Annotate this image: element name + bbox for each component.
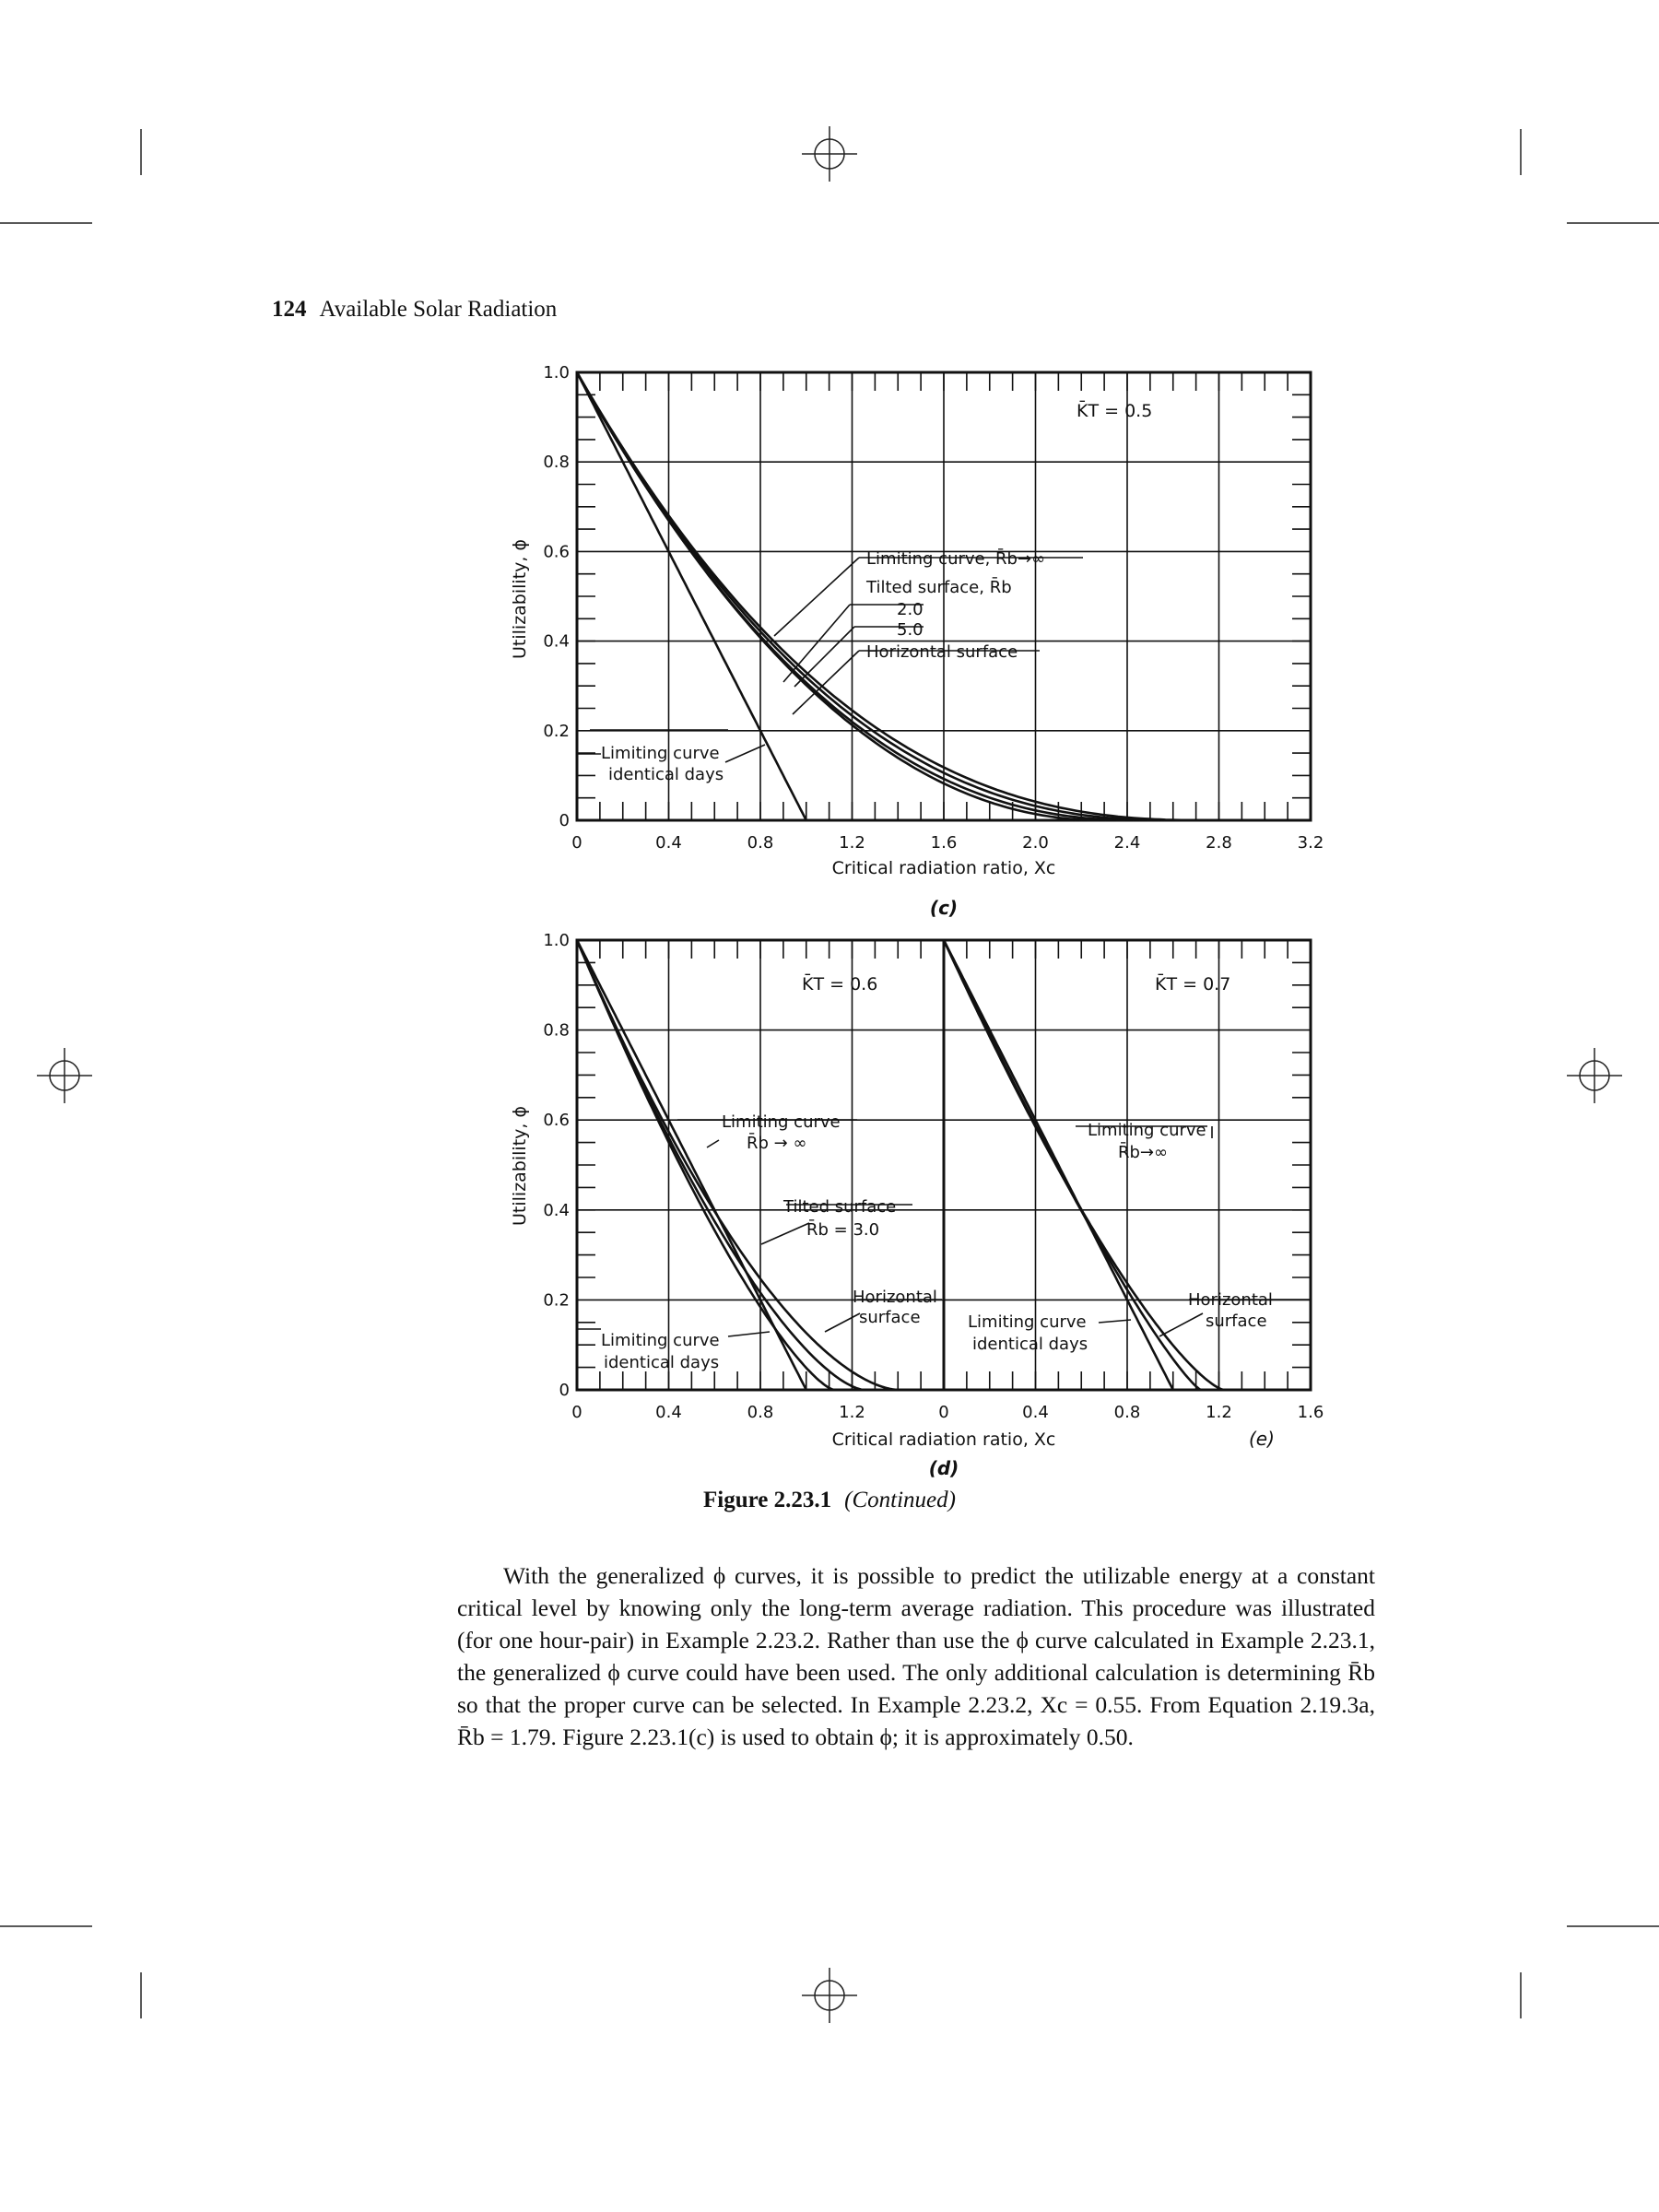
panel-d-y-tick-label: 1.0 xyxy=(543,931,570,950)
panel-c-identical-days-curve xyxy=(575,371,807,821)
panel-d-y-ticks: 0 0.2 0.4 0.6 0.8 1.0 xyxy=(543,931,570,1400)
panel-d-tilted-curve xyxy=(575,939,865,1392)
panel-d-horizontal-label-1: Horizontal xyxy=(853,1288,937,1307)
panel-d-y-tick-label: 0.8 xyxy=(543,1021,570,1041)
body-paragraph: With the generalized ϕ curves, it is pos… xyxy=(457,1562,1375,1750)
panel-e-limiting-label-2: R̄b→∞ xyxy=(1118,1142,1168,1162)
panel-d-horizontal-label-2: surface xyxy=(859,1308,921,1327)
panel-c-x-tick-label: 3.2 xyxy=(1298,833,1324,853)
panel-c-x-tick-label: 0.4 xyxy=(655,833,682,853)
panel-d-y-tick-label: 0.6 xyxy=(543,1111,570,1130)
panel-d-e: 0 0.4 0.8 1.2 0 0.4 0.8 1.2 1.6 0 0.2 0.4 0.6 0.8 1.… xyxy=(510,931,1324,1479)
panel-e-limiting-label-1: Limiting curve xyxy=(1088,1121,1206,1140)
panel-c-x-tick-label: 2.4 xyxy=(1114,833,1141,853)
panel-d-identical-label-2: identical days xyxy=(604,1353,719,1372)
panel-c-x-tick-label: 0.8 xyxy=(747,833,774,853)
panel-c-label: (c) xyxy=(930,897,958,919)
panel-d-tilted-label-1: Tilted surface xyxy=(782,1197,896,1217)
panel-e-x-tick-label: 0.4 xyxy=(1022,1403,1049,1422)
panel-d-horizontal-curve xyxy=(575,939,899,1392)
panel-e-identical-label-1: Limiting curve xyxy=(968,1312,1087,1332)
page-number: 124 xyxy=(272,297,307,322)
panel-c-curves xyxy=(575,371,1208,822)
panel-d-y-tick-label: 0 xyxy=(559,1381,570,1400)
panel-e-x-tick-label: 0.8 xyxy=(1114,1403,1141,1422)
panel-e-x-tick-label: 1.6 xyxy=(1298,1403,1324,1422)
panel-d-kt-label: K̄T = 0.6 xyxy=(802,972,877,994)
panel-e-identical-label-2: identical days xyxy=(972,1335,1088,1354)
running-title: Available Solar Radiation xyxy=(319,297,558,322)
panel-c-y-tick-label: 0 xyxy=(559,811,570,830)
panel-c-rb5-curve xyxy=(575,371,1139,822)
panel-c-y-ticks: 0 0.2 0.4 0.6 0.8 1.0 xyxy=(543,363,570,830)
panel-e-grid xyxy=(944,940,1311,1390)
panel-e-kt-label: K̄T = 0.7 xyxy=(1155,972,1230,994)
panel-d-x-ticks: 0 0.4 0.8 1.2 xyxy=(571,1403,865,1422)
panel-e-identical-days-curve xyxy=(942,939,1174,1391)
panel-c-identical-label-2: identical days xyxy=(608,765,724,784)
panel-d-x-tick-label: 0.4 xyxy=(655,1403,682,1422)
panel-c-rb2-label: 2.0 xyxy=(897,600,924,619)
panel-d-ylabel: Utilizability, ϕ xyxy=(510,1106,530,1226)
panel-d-limiting-label-2: R̄b → ∞ xyxy=(747,1133,806,1153)
panel-c-y-tick-label: 1.0 xyxy=(543,363,570,382)
panel-c: 0 0.4 0.8 1.2 1.6 2.0 2.4 2.8 3.2 0 0.2 0.4 0.6 0.8 1… xyxy=(510,363,1324,919)
panel-d-y-tick-label: 0.4 xyxy=(543,1201,570,1220)
figure-number: Figure 2.23.1 xyxy=(703,1488,832,1512)
panel-c-tilted-label: Tilted surface, R̄b xyxy=(865,577,1012,597)
panel-d-xlabel: Critical radiation ratio, Xc xyxy=(832,1430,1056,1450)
registration-target-icon xyxy=(37,126,1622,2023)
panel-e-x-ticks: 0 0.4 0.8 1.2 1.6 xyxy=(938,1403,1324,1422)
panel-d-tilted-label-2: R̄b = 3.0 xyxy=(806,1219,879,1240)
panel-c-xlabel: Critical radiation ratio, Xc xyxy=(832,858,1056,878)
panel-c-x-tick-label: 1.2 xyxy=(839,833,865,853)
panel-c-y-tick-label: 0.2 xyxy=(543,722,570,741)
panel-c-horizontal-curve xyxy=(575,371,1208,822)
panel-c-horizontal-label: Horizontal surface xyxy=(866,642,1018,662)
panel-d-x-tick-label: 1.2 xyxy=(839,1403,865,1422)
panel-c-y-tick-label: 0.6 xyxy=(543,542,570,561)
running-header: 124 Available Solar Radiation xyxy=(272,297,557,323)
panel-d-x-tick-label: 0.8 xyxy=(747,1403,774,1422)
panel-c-limiting-inf-label: Limiting curve, R̄b→∞ xyxy=(866,548,1045,569)
panel-c-x-tick-label: 2.8 xyxy=(1206,833,1232,853)
panel-e-curves xyxy=(942,939,1224,1392)
panel-c-x-tick-label: 0 xyxy=(571,833,582,853)
panel-c-grid xyxy=(577,372,1311,820)
panel-c-rb2-curve xyxy=(575,371,1173,822)
panel-e-horizontal-label-1: Horizontal xyxy=(1188,1290,1273,1310)
figure-caption: Figure 2.23.1 (Continued) xyxy=(0,1488,1659,1513)
panel-c-identical-label-1: Limiting curve xyxy=(601,744,720,763)
panel-e-x-tick-label: 0 xyxy=(938,1403,948,1422)
panel-c-x-tick-label: 2.0 xyxy=(1022,833,1049,853)
panel-d-identical-label-1: Limiting curve xyxy=(601,1331,720,1350)
panel-e-horizontal-curve xyxy=(942,939,1224,1392)
panel-e-label: (e) xyxy=(1249,1428,1275,1450)
panel-d-label: (d) xyxy=(929,1457,959,1479)
panel-c-x-tick-label: 1.6 xyxy=(931,833,958,853)
panel-c-rb5-label: 5.0 xyxy=(897,620,924,640)
panel-e-horizontal-label-2: surface xyxy=(1206,1312,1267,1331)
panel-c-y-tick-label: 0.4 xyxy=(543,632,570,652)
panel-d-curves xyxy=(575,939,899,1392)
panel-c-y-tick-label: 0.8 xyxy=(543,453,570,472)
body-text: With the generalized ϕ curves, it is pos… xyxy=(457,1559,1375,1753)
panel-d-y-tick-label: 0.2 xyxy=(543,1290,570,1310)
panel-d-identical-days-curve xyxy=(575,939,807,1391)
panel-c-ylabel: Utilizability, ϕ xyxy=(510,539,530,659)
figure-caption-suffix: (Continued) xyxy=(844,1488,956,1512)
panel-c-frame xyxy=(575,371,1312,822)
panel-d-limiting-label-1: Limiting curve xyxy=(722,1112,841,1132)
panel-d-x-tick-label: 0 xyxy=(571,1403,582,1422)
panel-e-x-tick-label: 1.2 xyxy=(1206,1403,1232,1422)
panel-c-kt-label: K̄T = 0.5 xyxy=(1077,399,1152,421)
panel-c-x-ticks: 0 0.4 0.8 1.2 1.6 2.0 2.4 2.8 3.2 xyxy=(571,833,1324,853)
